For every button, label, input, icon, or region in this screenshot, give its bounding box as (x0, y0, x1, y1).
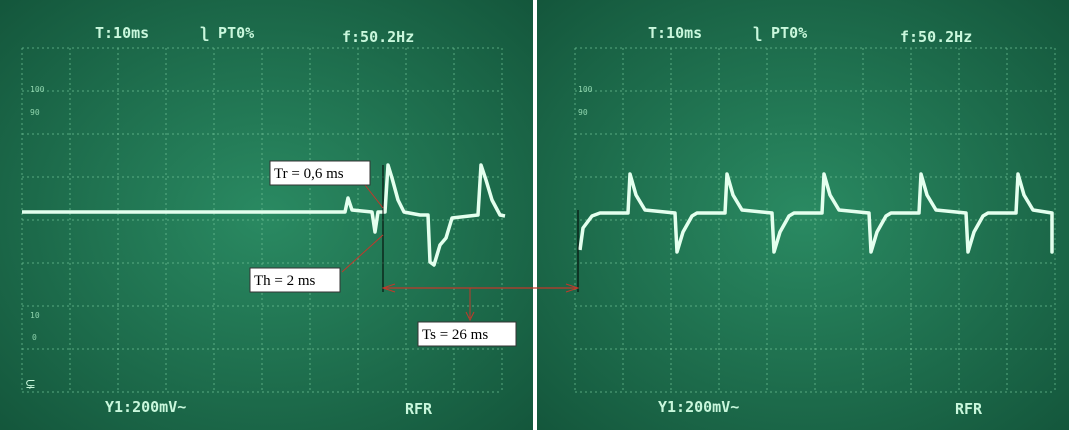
frequency: f:50.2Hz (900, 28, 972, 46)
timebase: T:10ms (95, 24, 149, 42)
mode: RFR (405, 400, 433, 418)
scale-label: 10 (30, 311, 40, 320)
frequency: f:50.2Hz (342, 28, 414, 46)
right-screen (537, 0, 1069, 430)
scale-label: 90 (30, 108, 40, 117)
left-screen (0, 0, 533, 430)
scale-label: 100 (30, 85, 45, 94)
scale-label: 100 (578, 85, 593, 94)
trigger: ʅ PT0% (753, 24, 807, 42)
ground-marker: ⊊ (25, 377, 36, 392)
scale-label: 0 (32, 333, 37, 342)
figure: T:10ms ʅ PT0% f:50.2Hz Y1:200mV~ RFR T:1… (0, 0, 1069, 430)
annotation: Ts = 26 ms (422, 327, 488, 343)
annotation: Th = 2 ms (254, 273, 316, 289)
channel: Y1:200mV~ (105, 398, 186, 416)
mode: RFR (955, 400, 983, 418)
timebase: T:10ms (648, 24, 702, 42)
scale-label: 90 (578, 108, 588, 117)
trigger: ʅ PT0% (200, 24, 254, 42)
channel: Y1:200mV~ (658, 398, 739, 416)
annotation: Tr = 0,6 ms (274, 166, 344, 182)
